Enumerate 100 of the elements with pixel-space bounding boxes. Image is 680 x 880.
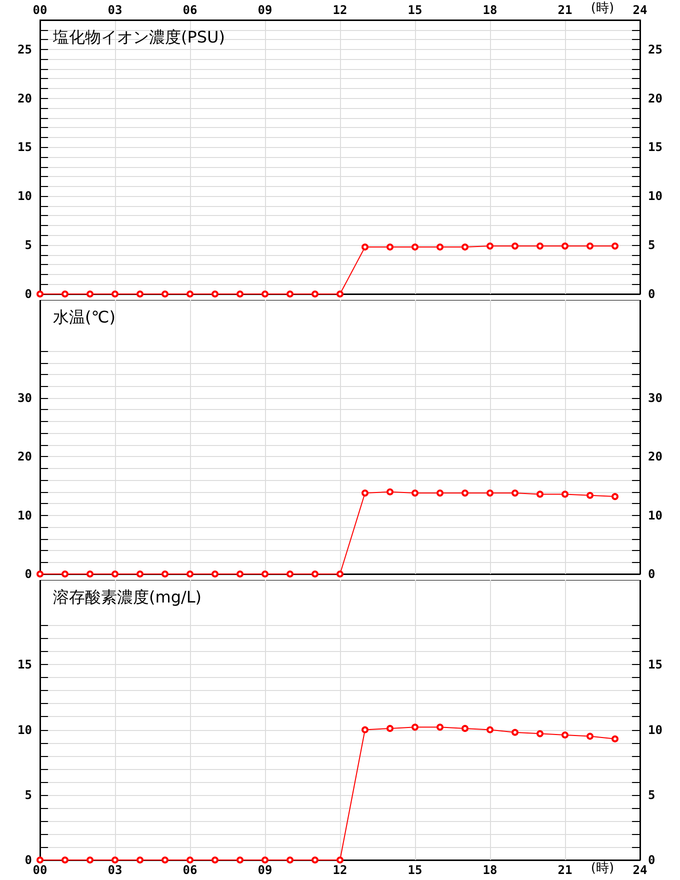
point xyxy=(412,490,418,497)
x2-tick-label: 03 xyxy=(108,3,122,17)
y2-tick-label: 5 xyxy=(648,238,656,252)
point xyxy=(362,726,368,734)
x2-tick-label: 09 xyxy=(258,3,272,17)
point xyxy=(386,488,394,496)
point xyxy=(62,570,68,578)
point xyxy=(286,856,294,864)
point xyxy=(36,856,44,864)
y2-tick-label: 15 xyxy=(648,140,662,154)
y2-tick-label: 15 xyxy=(648,658,662,672)
point xyxy=(536,490,544,498)
point xyxy=(586,242,594,250)
point xyxy=(512,728,518,736)
x-tick-label: 09 xyxy=(258,863,272,877)
point xyxy=(262,570,268,578)
y-tick-label: 30 xyxy=(18,390,32,405)
point xyxy=(586,732,594,740)
point xyxy=(162,856,168,864)
y2-tick-label: 25 xyxy=(648,42,662,56)
text: 水温(℃) xyxy=(53,308,116,326)
x2-tick-label: 15 xyxy=(408,3,422,17)
point xyxy=(612,735,618,742)
point xyxy=(562,242,568,250)
x-tick-label: 18 xyxy=(482,863,498,877)
point xyxy=(136,570,144,578)
y-tick-label: 10 xyxy=(18,722,32,737)
point xyxy=(436,490,444,497)
point xyxy=(336,856,344,864)
x-tick-label: 03 xyxy=(108,863,122,877)
x-tick-label: 21 xyxy=(558,863,572,877)
point xyxy=(386,244,394,251)
point xyxy=(486,490,494,497)
point xyxy=(462,490,468,497)
point xyxy=(112,856,118,864)
point xyxy=(236,290,244,298)
point xyxy=(536,730,544,738)
point xyxy=(212,570,218,578)
y2-tick-label: 20 xyxy=(648,450,662,464)
x2-tick-label: 00 xyxy=(32,3,48,17)
point xyxy=(36,290,44,298)
point xyxy=(86,570,94,578)
point xyxy=(336,290,344,298)
point xyxy=(512,490,518,497)
point xyxy=(212,856,218,864)
point xyxy=(286,290,294,298)
x-tick-label: 06 xyxy=(182,863,198,877)
point xyxy=(486,242,494,250)
point xyxy=(236,856,244,864)
point xyxy=(136,290,144,298)
point xyxy=(612,242,618,250)
x-tick-label: 24 xyxy=(632,863,648,877)
y-tick-label: 10 xyxy=(18,508,32,522)
y-tick-label: 0 xyxy=(24,287,32,301)
point xyxy=(312,856,318,864)
y2-tick-label: 10 xyxy=(648,189,662,204)
point xyxy=(236,570,244,578)
y-tick-label: 0 xyxy=(24,567,32,581)
point xyxy=(312,570,318,578)
x2-tick-label: 12 xyxy=(332,3,348,17)
x-tick-label: 00 xyxy=(32,863,48,877)
x-tick-label: 12 xyxy=(332,863,348,877)
y2-tick-label: 10 xyxy=(648,508,662,522)
point xyxy=(312,290,318,298)
x-axis-title: (時) xyxy=(590,861,614,876)
point xyxy=(412,724,418,731)
point xyxy=(386,724,394,732)
x-tick-label: 15 xyxy=(408,863,422,877)
point xyxy=(62,856,68,864)
x2-tick-label: 06 xyxy=(182,3,198,17)
y-tick-label: 5 xyxy=(24,788,32,802)
text: 塩化物イオン濃度(PSU) xyxy=(52,28,225,46)
point xyxy=(486,726,494,734)
y-tick-label: 15 xyxy=(18,140,32,154)
point xyxy=(286,570,294,578)
point xyxy=(186,570,194,578)
y-tick-label: 15 xyxy=(18,658,32,672)
point xyxy=(136,856,144,864)
x2-tick-label: 18 xyxy=(482,3,498,17)
point xyxy=(436,724,444,731)
point xyxy=(612,493,618,500)
point xyxy=(86,290,94,298)
y2-tick-label: 5 xyxy=(648,788,656,802)
point xyxy=(62,290,68,298)
point xyxy=(162,290,168,298)
point xyxy=(562,731,568,738)
point xyxy=(512,242,518,250)
x2-tick-label: 24 xyxy=(632,3,648,17)
y-tick-label: 20 xyxy=(18,450,32,464)
point xyxy=(412,244,418,251)
y2-tick-label: 0 xyxy=(648,567,656,581)
point xyxy=(36,570,44,578)
point xyxy=(112,570,118,578)
point xyxy=(212,290,218,298)
y-tick-label: 20 xyxy=(18,91,32,106)
point xyxy=(562,490,568,498)
x2-axis-title: (時) xyxy=(590,1,614,16)
point xyxy=(112,290,118,298)
point xyxy=(362,490,368,497)
y2-tick-label: 0 xyxy=(648,287,656,301)
